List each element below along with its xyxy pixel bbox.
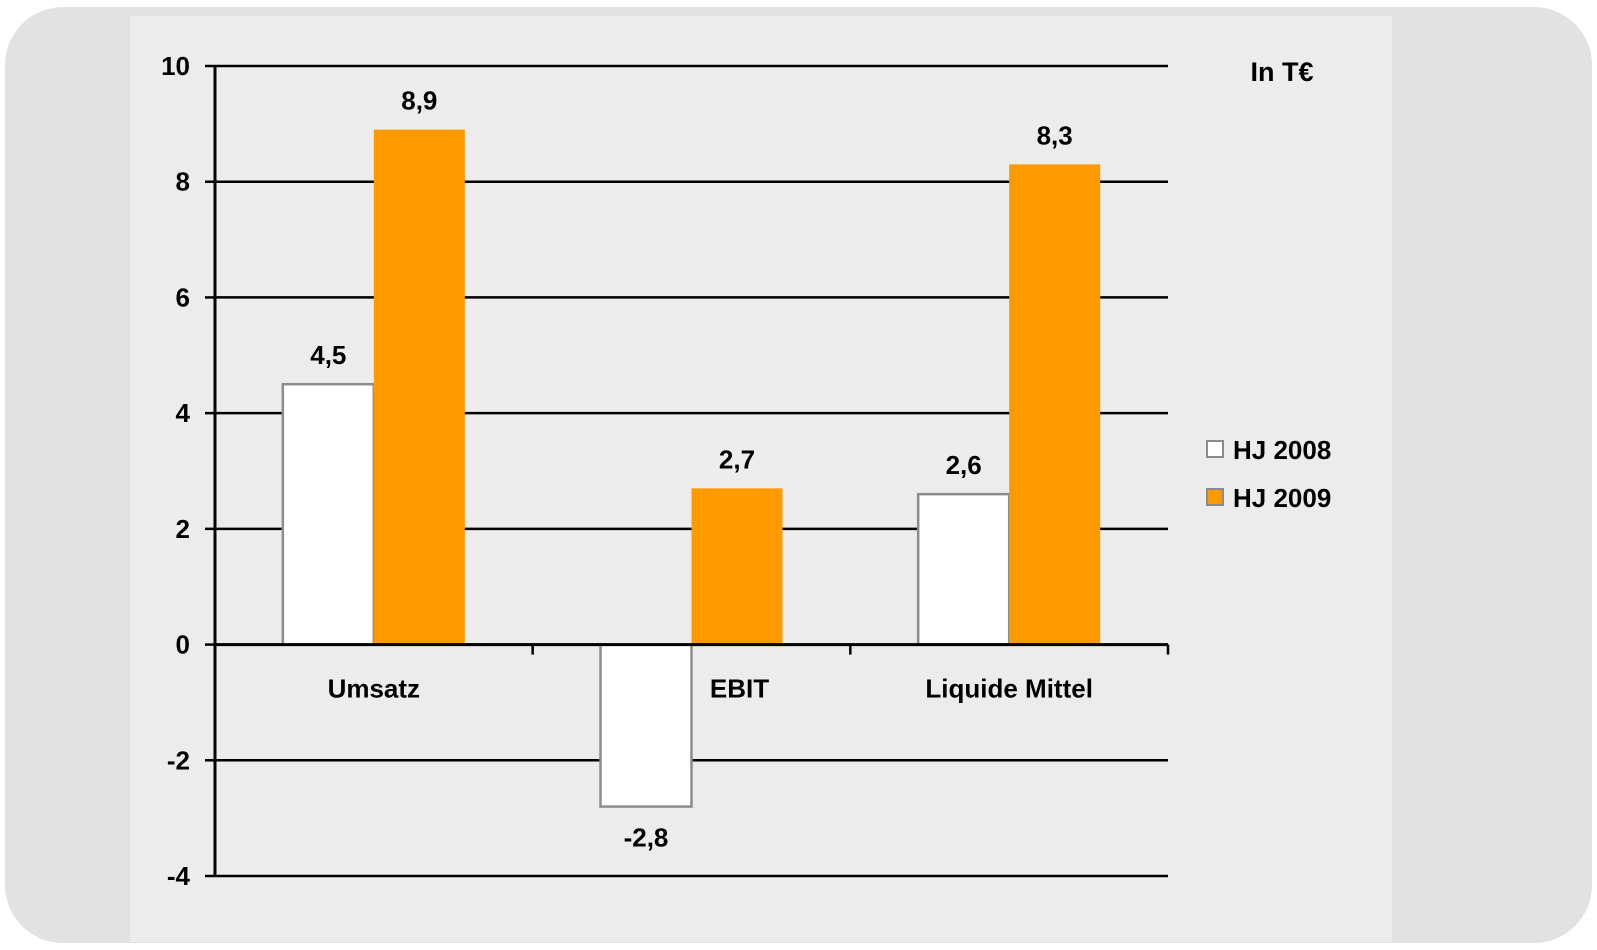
data-label: -2,8 [624,823,669,853]
data-label: 2,6 [946,450,982,480]
bar [916,492,1011,646]
bar [599,643,693,808]
y-tick-labels: -4 -2 0 2 4 6 8 10 [161,51,190,891]
x-tick-label: EBIT [710,674,769,704]
bar [1009,164,1101,645]
y-tick-label: 0 [176,630,190,660]
data-label: 4,5 [310,340,346,370]
x-tick-label: Umsatz [328,674,420,704]
axes [205,64,1170,878]
x-tick-label: Liquide Mittel [925,674,1093,704]
y-tick-label: -4 [167,861,191,891]
bar [281,382,376,646]
y-tick-label: 8 [176,167,190,197]
y-tick-label: 6 [176,282,190,312]
bars [281,129,1101,808]
data-labels: 4,5 8,9 -2,8 2,7 2,6 8,3 [310,86,1072,853]
y-tick-label: 10 [161,51,190,81]
unit-label: In T€ [1250,57,1313,87]
bar [373,129,465,645]
y-tick-label: 2 [176,514,190,544]
data-label: 2,7 [719,444,755,474]
data-label: 8,9 [401,86,437,116]
legend-label: HJ 2009 [1233,483,1331,513]
x-tick-labels: Umsatz EBIT Liquide Mittel [328,674,1093,704]
legend-swatch [1206,488,1224,506]
y-tick-label: 4 [176,398,191,428]
legend-label: HJ 2008 [1233,435,1331,465]
data-label: 8,3 [1037,120,1073,150]
legend-swatch [1206,440,1224,458]
y-tick-label: -2 [167,745,190,775]
bar [691,488,783,645]
legend: HJ 2008 HJ 2009 [1206,435,1331,513]
